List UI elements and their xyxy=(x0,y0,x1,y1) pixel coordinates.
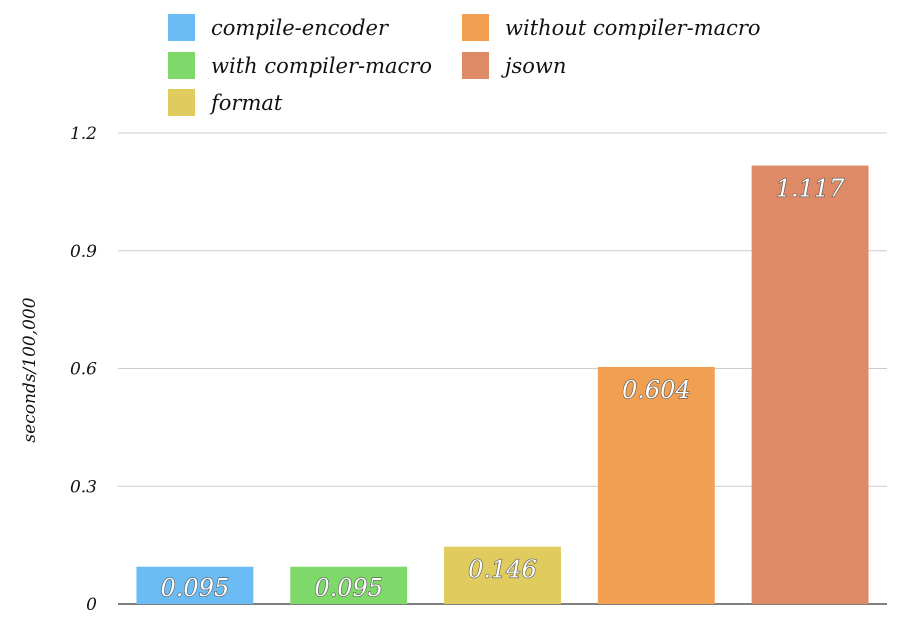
y-tick-label: 0.6 xyxy=(70,360,97,380)
bar xyxy=(751,165,869,604)
legend-item: without compiler-macro xyxy=(462,14,761,41)
bar-value-label: 0.095 xyxy=(314,574,383,602)
y-tick-label: 0.3 xyxy=(70,477,97,497)
bar xyxy=(290,566,408,604)
bar xyxy=(597,366,715,604)
y-tick-label: 0.9 xyxy=(70,242,97,262)
bar xyxy=(136,566,254,604)
bar-value-label: 1.117 xyxy=(776,175,845,203)
legend-label: with compiler-macro xyxy=(211,54,432,78)
legend-swatch xyxy=(168,14,195,41)
legend-item: compile-encoder xyxy=(168,14,390,41)
legend-label: compile-encoder xyxy=(211,16,390,40)
legend-swatch xyxy=(462,52,489,79)
bar-value-label: 0.146 xyxy=(468,556,537,584)
legend-swatch xyxy=(462,14,489,41)
legend-item: jsown xyxy=(462,52,566,79)
legend-label: without compiler-macro xyxy=(505,16,761,40)
y-tick-label: 0 xyxy=(86,595,97,615)
legend-swatch xyxy=(168,89,195,116)
bar xyxy=(444,546,561,604)
bar-value-label: 0.095 xyxy=(161,574,230,602)
bar-value-label: 0.604 xyxy=(622,376,691,404)
y-tick-label: 1.2 xyxy=(70,124,97,144)
legend-swatch xyxy=(168,52,195,79)
legend-item: format xyxy=(168,89,283,116)
legend-item: with compiler-macro xyxy=(168,52,432,79)
y-axis-title: seconds/100,000 xyxy=(20,297,40,442)
legend-label: jsown xyxy=(501,54,566,78)
legend-label: format xyxy=(209,91,283,115)
